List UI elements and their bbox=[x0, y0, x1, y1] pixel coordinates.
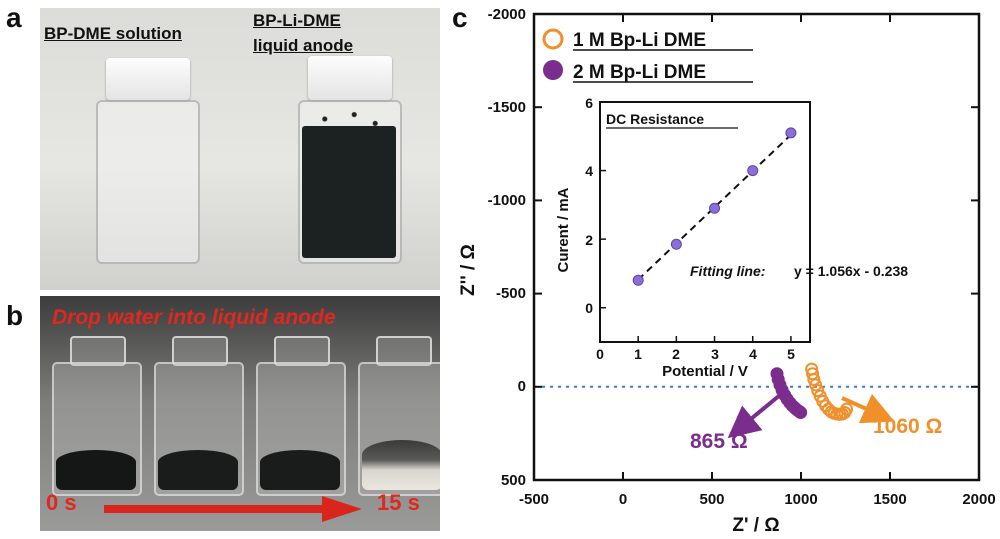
inset-x-tick: 4 bbox=[749, 346, 757, 362]
inset-ticks bbox=[599, 101, 792, 342]
inset-x-tick: 0 bbox=[596, 346, 604, 362]
inset-data-point bbox=[785, 127, 797, 139]
y-tick: -1000 bbox=[488, 192, 526, 209]
fit-label: Fitting line: bbox=[690, 263, 765, 279]
time-start: 0 s bbox=[46, 490, 77, 515]
x-tick: 500 bbox=[699, 491, 724, 508]
caption-bp-dme: BP-DME solution bbox=[44, 24, 182, 43]
x-tick-labels: -500 0 500 1000 1500 2000 bbox=[519, 491, 996, 508]
inset-frame bbox=[599, 101, 811, 343]
arrow-1060 bbox=[841, 393, 895, 424]
inset-data-point bbox=[709, 202, 721, 214]
vial-glass bbox=[96, 100, 200, 264]
inset-x-tick-labels: 0 1 2 3 4 5 bbox=[596, 346, 795, 362]
vial-neck bbox=[70, 336, 126, 366]
y-tick: -1500 bbox=[488, 99, 526, 116]
liquid-speckles bbox=[308, 108, 392, 130]
y-axis-label: Z'' / Ω bbox=[458, 244, 479, 296]
vial-cap bbox=[106, 58, 190, 100]
time-arrow bbox=[104, 496, 362, 522]
x-tick: 1500 bbox=[873, 491, 906, 508]
legend-marker-2m bbox=[543, 60, 563, 80]
vial-cap bbox=[308, 56, 392, 100]
vial-stage-3 bbox=[254, 336, 346, 496]
legend-marker-1m bbox=[542, 28, 564, 50]
y-tick: 500 bbox=[501, 472, 526, 489]
legend-label-2m: 2 M Bp-Li DME bbox=[573, 62, 706, 83]
series-1m-points bbox=[805, 362, 854, 421]
inset-x-axis-label: Potential / V bbox=[662, 363, 748, 380]
y-tick: -500 bbox=[496, 285, 526, 302]
annotation-1060: 1060 Ω bbox=[873, 415, 942, 438]
data-point-2m bbox=[794, 406, 808, 420]
data-point-1m bbox=[809, 378, 823, 392]
annotation-865: 865 Ω bbox=[690, 430, 748, 453]
vial-black bbox=[290, 56, 410, 278]
photo-vials bbox=[40, 8, 440, 290]
main-ticks bbox=[533, 13, 980, 481]
vial-neck bbox=[376, 336, 432, 366]
inset-data-point bbox=[632, 274, 644, 286]
black-liquid bbox=[302, 126, 396, 258]
arrow-865 bbox=[727, 393, 782, 439]
caption-bp-li-dme: BP-Li-DME bbox=[253, 11, 341, 30]
inset-data-point bbox=[670, 238, 682, 250]
inset-y-tick: 2 bbox=[585, 232, 593, 248]
x-tick: 2000 bbox=[962, 491, 995, 508]
vial-stage-1 bbox=[50, 336, 142, 496]
x-tick: -500 bbox=[519, 491, 549, 508]
vial-neck bbox=[172, 336, 228, 366]
inset-x-tick: 2 bbox=[672, 346, 680, 362]
caption-liquid-anode: liquid anode bbox=[253, 36, 354, 55]
time-end: 15 s bbox=[377, 490, 420, 515]
inset-y-tick: 4 bbox=[585, 163, 593, 179]
inset-data-point bbox=[747, 165, 759, 177]
inset-points bbox=[632, 127, 797, 286]
x-axis-label: Z' / Ω bbox=[732, 515, 779, 536]
vial-neck bbox=[274, 336, 330, 366]
black-liquid bbox=[56, 450, 136, 490]
inset-x-tick: 3 bbox=[711, 346, 719, 362]
inset-title: DC Resistance bbox=[606, 111, 704, 127]
photo-water-drop bbox=[40, 296, 440, 531]
data-point-1m bbox=[807, 372, 821, 386]
x-tick: 1000 bbox=[784, 491, 817, 508]
inset-x-tick: 5 bbox=[787, 346, 795, 362]
y-tick: -2000 bbox=[488, 6, 526, 23]
inset-y-tick: 0 bbox=[585, 300, 593, 316]
x-tick: 0 bbox=[619, 491, 627, 508]
inset-y-tick-labels: 0 2 4 6 bbox=[585, 95, 593, 316]
inset-y-axis-label: Curent / mA bbox=[555, 187, 572, 272]
inset-y-tick: 6 bbox=[585, 95, 593, 111]
caption-drop-water: Drop water into liquid anode bbox=[52, 306, 336, 329]
y-tick-labels: -2000 -1500 -1000 -500 0 500 bbox=[488, 6, 526, 489]
black-liquid bbox=[260, 450, 340, 490]
legend-label-1m: 1 M Bp-Li DME bbox=[573, 30, 706, 51]
fit-equation: y = 1.056x - 0.238 bbox=[794, 263, 908, 279]
inset-x-tick: 1 bbox=[634, 346, 642, 362]
vial-stage-2 bbox=[152, 336, 244, 496]
panel-c-label: c bbox=[452, 2, 468, 33]
panel-b-label: b bbox=[6, 300, 24, 331]
vial-clear bbox=[88, 58, 208, 278]
series-2m-points bbox=[770, 367, 808, 420]
panel-a-label: a bbox=[6, 2, 22, 33]
black-liquid bbox=[158, 450, 238, 490]
chart-frame bbox=[532, 12, 981, 482]
data-point-1m bbox=[840, 402, 854, 416]
grey-liquid bbox=[362, 440, 440, 490]
vial-stage-4 bbox=[356, 336, 440, 496]
y-tick: 0 bbox=[518, 378, 526, 395]
legend: 1 M Bp-Li DME 2 M Bp-Li DME bbox=[542, 28, 753, 83]
